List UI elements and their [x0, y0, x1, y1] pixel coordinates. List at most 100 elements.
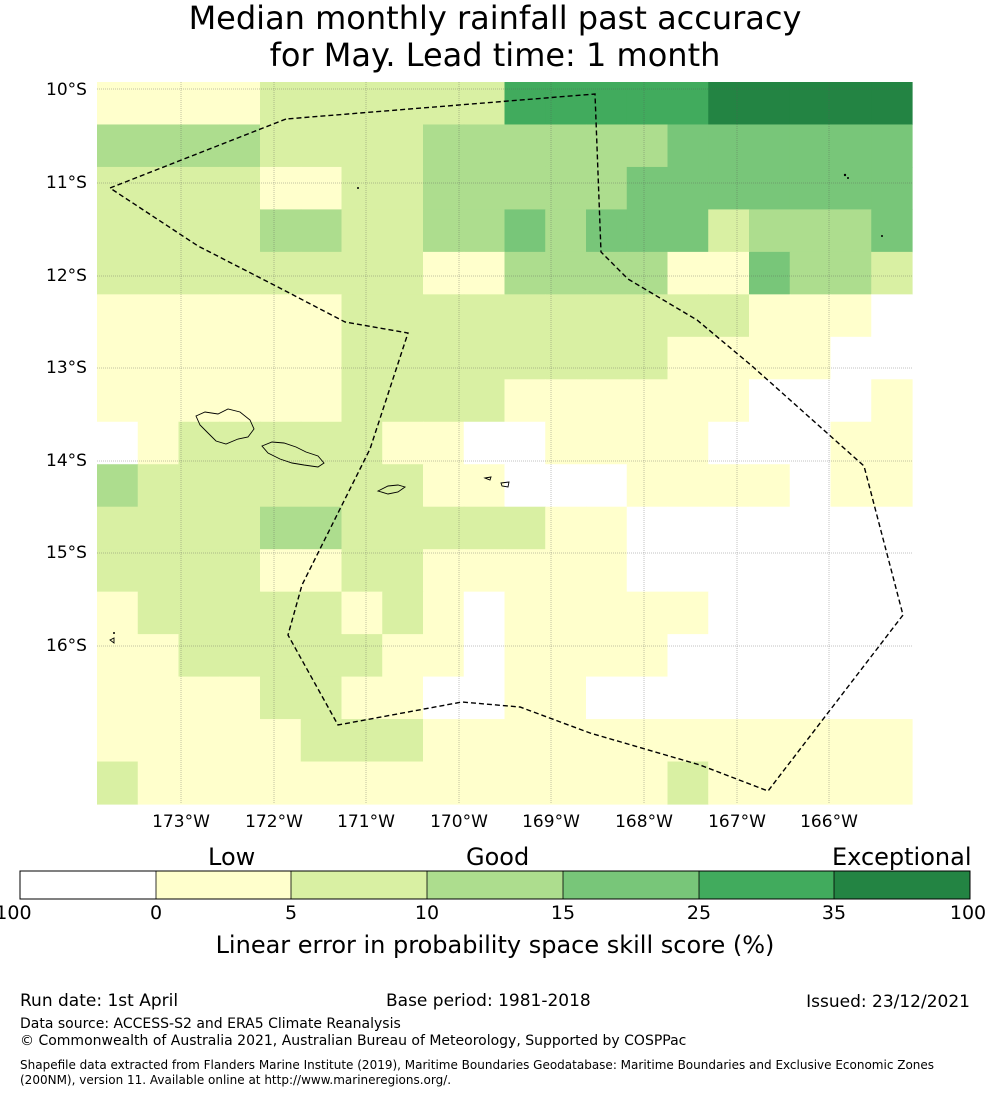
grid-cell — [749, 549, 791, 593]
grid-cell — [219, 251, 261, 295]
grid-cell — [178, 336, 220, 380]
grid-cell — [830, 251, 872, 295]
grid-cell — [300, 549, 343, 593]
grid-cell — [463, 549, 506, 593]
grid-cell — [260, 634, 302, 678]
colorbar-category-exceptional: Exceptional — [832, 843, 972, 871]
map-title-line-2: for May. Lead time: 1 month — [269, 36, 721, 74]
grid-cell — [178, 421, 220, 465]
grid-cell — [97, 209, 139, 253]
grid-cell — [97, 676, 139, 720]
grid-cell — [789, 506, 832, 550]
grid-cell — [871, 464, 913, 508]
grid-cell — [97, 464, 139, 508]
grid-cell — [667, 124, 709, 168]
grid-cell — [708, 209, 750, 253]
grid-cell — [463, 124, 506, 168]
grid-cell — [137, 634, 180, 678]
grid-cell — [260, 294, 302, 338]
grid-cell — [423, 464, 465, 508]
grid-cell — [789, 336, 832, 380]
grid-cell — [463, 719, 506, 763]
grid-cell — [789, 379, 832, 423]
grid-cell — [341, 761, 383, 805]
grid-cell — [97, 719, 139, 763]
grid-cell — [708, 379, 750, 423]
grid-cell — [423, 549, 465, 593]
colorbar-tick-15: 15 — [550, 902, 576, 924]
grid-cell — [789, 549, 832, 593]
grid-cell — [341, 464, 383, 508]
grid-cell — [137, 591, 180, 635]
grid-cell — [423, 676, 465, 720]
grid-cell — [97, 634, 139, 678]
grid-cell — [545, 379, 587, 423]
grid-cell — [586, 82, 628, 126]
grid-cell — [830, 336, 872, 380]
grid-cell — [749, 336, 791, 380]
grid-cell — [545, 294, 587, 338]
lat-label-12s: 12°S — [46, 266, 87, 286]
grid-cell — [789, 251, 832, 295]
grid-cell — [382, 166, 424, 211]
grid-cell — [871, 209, 913, 253]
grid-cell — [219, 591, 261, 635]
lon-label-170w: 170°W — [430, 812, 488, 832]
grid-cell — [871, 676, 913, 720]
grid-cell — [341, 166, 383, 211]
grid-cell — [504, 549, 546, 593]
grid-cell — [300, 591, 343, 635]
grid-cell — [708, 761, 750, 805]
grid-cell — [504, 761, 546, 805]
grid-cell — [260, 464, 302, 508]
colorbar-segment-35-100 — [834, 871, 970, 899]
grid-cell — [423, 209, 465, 253]
grid-cell — [504, 634, 546, 678]
grid-cell — [626, 209, 669, 253]
run-date: Run date: 1st April — [20, 991, 179, 1011]
grid-cell — [463, 591, 506, 635]
grid-cell — [545, 251, 587, 295]
grid-cell — [749, 421, 791, 465]
grid-cell — [749, 676, 791, 720]
grid-cell — [789, 464, 832, 508]
grid-cell — [667, 421, 709, 465]
grid-cell — [137, 82, 180, 126]
grid-cell — [382, 336, 424, 380]
grid-cell — [97, 251, 139, 295]
grid-cell — [341, 294, 383, 338]
grid-cell — [830, 719, 872, 763]
grid-cell — [463, 251, 506, 295]
grid-cell — [97, 549, 139, 593]
grid-cell — [300, 336, 343, 380]
grid-cell — [260, 421, 302, 465]
grid-cell — [708, 421, 750, 465]
ofu-island — [483, 476, 492, 481]
grid-cell — [219, 336, 261, 380]
grid-cell — [504, 209, 546, 253]
grid-cell — [97, 421, 139, 465]
grid-cell — [504, 166, 546, 211]
grid-cell — [871, 251, 913, 295]
grid-cell — [219, 719, 261, 763]
grid-cell — [830, 421, 872, 465]
grid-cell — [545, 421, 587, 465]
grid-cell — [749, 761, 791, 805]
grid-cell — [463, 379, 506, 423]
grid-cell — [789, 676, 832, 720]
grid-cell — [586, 464, 628, 508]
grid-cell — [626, 464, 669, 508]
grid-cell — [260, 209, 302, 253]
grid-cell — [300, 209, 343, 253]
grid-cell — [708, 634, 750, 678]
grid-cell — [626, 379, 669, 423]
grid-cell — [382, 761, 424, 805]
grid-cell — [708, 591, 750, 635]
colorbar-segment-10-15 — [427, 871, 563, 899]
grid-cell — [749, 251, 791, 295]
grid-cell — [382, 591, 424, 635]
grid-cell — [789, 124, 832, 168]
grid-cell — [260, 549, 302, 593]
grid-cell — [463, 506, 506, 550]
grid-cell — [341, 506, 383, 550]
